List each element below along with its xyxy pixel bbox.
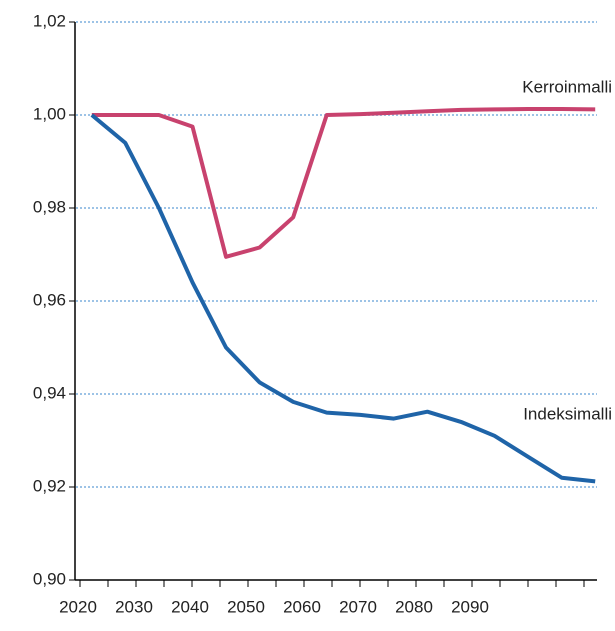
series-line [90,113,596,484]
x-tick-label: 2090 [451,597,489,616]
y-tick-label: 0,98 [33,197,66,216]
y-tick-label: 0,92 [33,476,66,495]
x-tick-label: 2030 [115,597,153,616]
y-tick-label: 0,96 [33,290,66,309]
series-line [91,107,596,259]
y-tick-label: 1,00 [33,104,66,123]
x-tick-label: 2040 [171,597,209,616]
y-tick-label: 1,02 [33,11,66,30]
x-tick-label: 2060 [283,597,321,616]
x-tick-label: 2070 [339,597,377,616]
y-tick-label: 0,90 [33,569,66,588]
x-tick-label: 2050 [227,597,265,616]
x-tick-label: 2080 [395,597,433,616]
series-label: Indeksimalli [523,404,612,423]
y-tick-label: 0,94 [33,383,66,402]
series-label: Kerroinmalli [522,77,612,96]
x-tick-label: 2020 [59,597,97,616]
